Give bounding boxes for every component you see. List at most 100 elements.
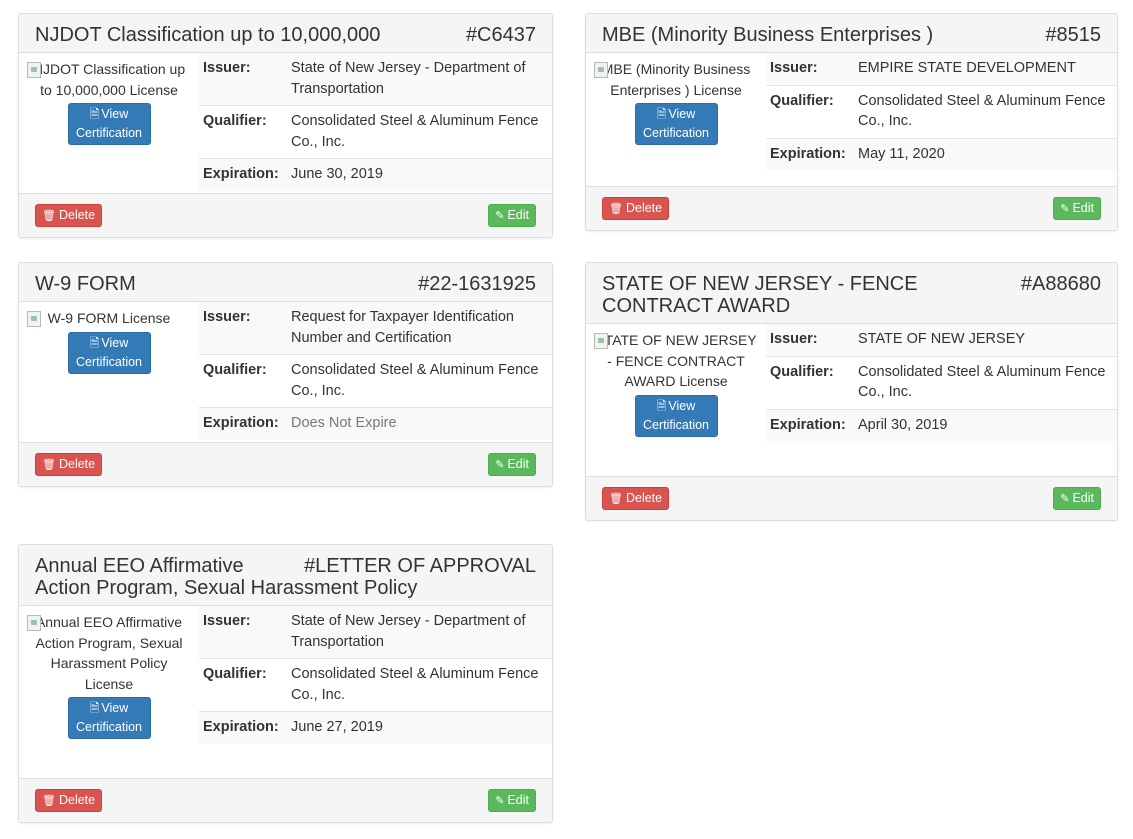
qualifier-value: Consolidated Steel & Aluminum Fence Co.,… [291,666,539,703]
license-image: W-9 FORM License [27,308,191,329]
view-label: View [101,335,129,350]
trash-icon: 🗑 [42,459,56,471]
license-image-alt-text: NJDOT Classification up to 10,000,000 Li… [32,61,186,98]
edit-label: Edit [1072,491,1094,505]
qualifier-label: Qualifier: [770,92,834,109]
card-footer: 🗑 Delete ✎ Edit [19,778,552,822]
document-icon: 🗎 [89,107,100,121]
card-footer: 🗑 Delete ✎ Edit [19,193,552,237]
edit-icon: ✎ [495,795,505,807]
edit-label: Edit [1072,201,1094,215]
qualifier-value: Consolidated Steel & Aluminum Fence Co.,… [291,362,539,399]
card-details: Issuer: Request for Taxpayer Identificat… [199,302,552,442]
delete-label: Delete [58,208,96,222]
delete-button[interactable]: 🗑 Delete [35,789,103,812]
license-image-column: STATE OF NEW JERSEY - FENCE CONTRACT AWA… [586,324,766,476]
expiration-value: Does Not Expire [291,415,397,431]
trash-icon: 🗑 [42,795,56,807]
delete-button[interactable]: 🗑 Delete [602,487,670,510]
license-image-alt-text: Annual EEO Affirmative Action Program, S… [35,614,183,692]
card-title: STATE OF NEW JERSEY - FENCE CONTRACT AWA… [602,273,918,317]
document-icon: 🗎 [656,398,667,413]
qualifier-label: Qualifier: [203,362,267,378]
license-image: MBE (Minority Business Enterprises ) Lic… [594,59,758,100]
card-code: #C6437 [465,24,536,46]
card-title: W-9 FORM [35,273,136,295]
issuer-row: Issuer: EMPIRE STATE DEVELOPMENT [766,53,1117,85]
edit-icon: ✎ [1060,203,1070,215]
expiration-label: Expiration: [770,416,846,433]
issuer-row: Issuer: STATE OF NEW JERSEY [766,324,1117,356]
delete-label: Delete [58,457,96,471]
card-details: Issuer: STATE OF NEW JERSEY Qualifier: C… [766,324,1117,476]
issuer-label: Issuer: [203,309,251,325]
edit-label: Edit [507,208,529,222]
card-code: #LETTER OF APPROVAL [304,555,536,577]
certification-card: STATE OF NEW JERSEY - FENCE CONTRACT AWA… [585,262,1118,521]
view-certification-button[interactable]: 🗎 View Certification [67,103,151,145]
card-details: Issuer: State of New Jersey - Department… [199,53,552,193]
document-icon: 🗎 [656,107,667,121]
issuer-value: State of New Jersey - Department of Tran… [291,613,526,650]
delete-label: Delete [625,491,663,505]
expiration-label: Expiration: [203,719,279,735]
expiration-label: Expiration: [203,166,279,182]
edit-button[interactable]: ✎ Edit [1053,197,1101,220]
edit-button[interactable]: ✎ Edit [1053,487,1101,510]
expiration-value: April 30, 2019 [858,416,948,433]
delete-button[interactable]: 🗑 Delete [35,453,103,476]
view-certification-button[interactable]: 🗎 View Certification [67,331,151,374]
edit-icon: ✎ [495,459,505,471]
edit-label: Edit [507,457,529,471]
expiration-row: Expiration: June 30, 2019 [199,158,552,191]
edit-label: Edit [507,793,529,807]
certification-label: Certification [76,720,142,734]
expiration-value: June 27, 2019 [291,719,383,735]
delete-label: Delete [625,201,663,215]
issuer-label: Issuer: [203,613,251,629]
card-footer: 🗑 Delete ✎ Edit [586,186,1117,230]
card-details: Issuer: State of New Jersey - Department… [199,606,552,778]
view-certification-button[interactable]: 🗎 View Certification [634,103,718,145]
card-title: MBE (Minority Business Enterprises ) [602,24,934,46]
view-label: View [101,107,129,121]
expiration-row: Expiration: May 11, 2020 [766,137,1117,170]
qualifier-row: Qualifier: Consolidated Steel & Aluminum… [199,105,552,158]
edit-button[interactable]: ✎ Edit [488,453,536,476]
card-heading: NJDOT Classification up to 10,000,000 #C… [19,14,552,53]
license-image-column: MBE (Minority Business Enterprises ) Lic… [586,53,766,186]
certification-card: Annual EEO Affirmative Action Program, S… [18,544,553,823]
qualifier-label: Qualifier: [770,363,834,380]
view-certification-button[interactable]: 🗎 View Certification [634,394,718,437]
trash-icon: 🗑 [42,210,56,222]
license-image-alt-text: MBE (Minority Business Enterprises ) Lic… [601,61,751,98]
qualifier-label: Qualifier: [203,666,267,682]
edit-button[interactable]: ✎ Edit [488,204,536,227]
license-image-column: Annual EEO Affirmative Action Program, S… [19,606,199,778]
expiration-label: Expiration: [203,415,279,431]
license-image-alt-text: STATE OF NEW JERSEY - FENCE CONTRACT AWA… [595,332,757,389]
card-heading: STATE OF NEW JERSEY - FENCE CONTRACT AWA… [586,263,1117,324]
card-code: #A88680 [1020,273,1101,295]
broken-image-icon [594,62,608,78]
edit-button[interactable]: ✎ Edit [488,789,536,812]
broken-image-icon [27,311,41,327]
issuer-value: STATE OF NEW JERSEY [858,331,1026,347]
trash-icon: 🗑 [609,493,623,505]
issuer-value: State of New Jersey - Department of Tran… [291,60,526,97]
issuer-label: Issuer: [770,331,818,347]
card-code: #22-1631925 [418,273,536,295]
expiration-row: Expiration: June 27, 2019 [199,711,552,744]
document-icon: 🗎 [89,335,100,350]
qualifier-row: Qualifier: Consolidated Steel & Aluminum… [199,658,552,711]
edit-icon: ✎ [1060,493,1070,505]
delete-button[interactable]: 🗑 Delete [602,197,670,220]
issuer-value: Request for Taxpayer Identification Numb… [291,309,515,346]
delete-button[interactable]: 🗑 Delete [35,204,103,227]
expiration-label: Expiration: [770,145,846,162]
view-certification-button[interactable]: 🗎 View Certification [67,697,151,739]
document-icon: 🗎 [89,701,100,715]
certification-label: Certification [643,417,709,432]
license-image-column: NJDOT Classification up to 10,000,000 Li… [19,53,199,193]
issuer-row: Issuer: State of New Jersey - Department… [199,53,552,105]
